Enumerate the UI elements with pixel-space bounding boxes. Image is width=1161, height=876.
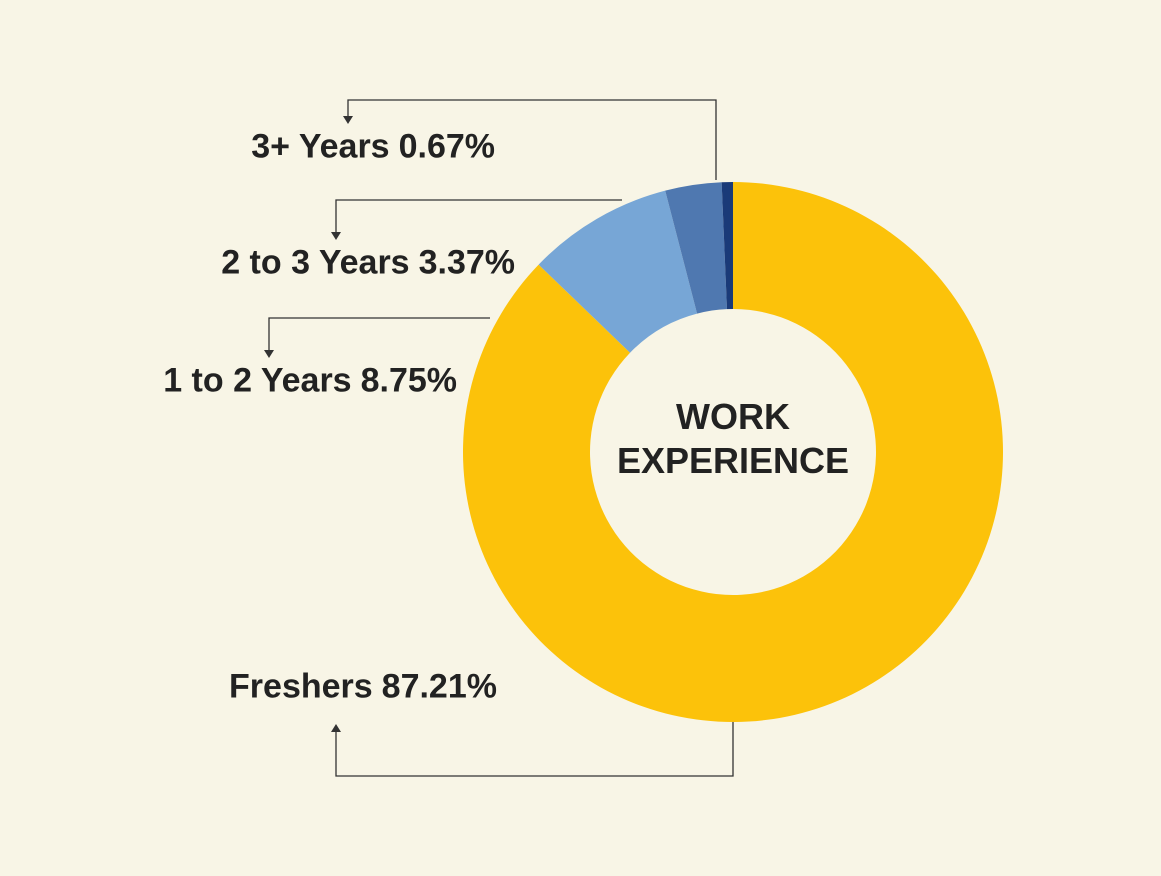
- arrowhead: [331, 232, 341, 240]
- value-label: 87.21%: [381, 667, 497, 706]
- donut-slice: [665, 182, 727, 314]
- arrowhead: [343, 116, 353, 124]
- value-label: 0.67%: [398, 127, 495, 166]
- slice-label: 1 to 2 Years 8.75%: [163, 362, 457, 401]
- chart-title: WORK EXPERIENCE: [616, 396, 850, 481]
- connector: [268, 317, 490, 352]
- value-label: 8.75%: [360, 361, 457, 400]
- slice-label: Freshers 87.21%: [229, 668, 497, 707]
- connector: [347, 99, 717, 180]
- category-name: 1 to 2 Years: [163, 361, 352, 400]
- arrowhead: [331, 724, 341, 732]
- arrowheads: [264, 116, 353, 732]
- value-label: 3.37%: [418, 243, 515, 282]
- arrowhead: [264, 350, 274, 358]
- category-name: 2 to 3 Years: [221, 243, 410, 282]
- slice-label: 2 to 3 Years 3.37%: [221, 244, 515, 283]
- donut-slice: [463, 182, 1004, 722]
- slice-label: 3+ Years 0.67%: [251, 128, 495, 167]
- connectors: [268, 99, 734, 777]
- donut-slice: [538, 190, 698, 353]
- connector: [335, 722, 734, 777]
- connector: [335, 199, 622, 234]
- category-name: Freshers: [229, 667, 373, 706]
- donut-slice: [721, 182, 733, 310]
- category-name: 3+ Years: [251, 127, 390, 166]
